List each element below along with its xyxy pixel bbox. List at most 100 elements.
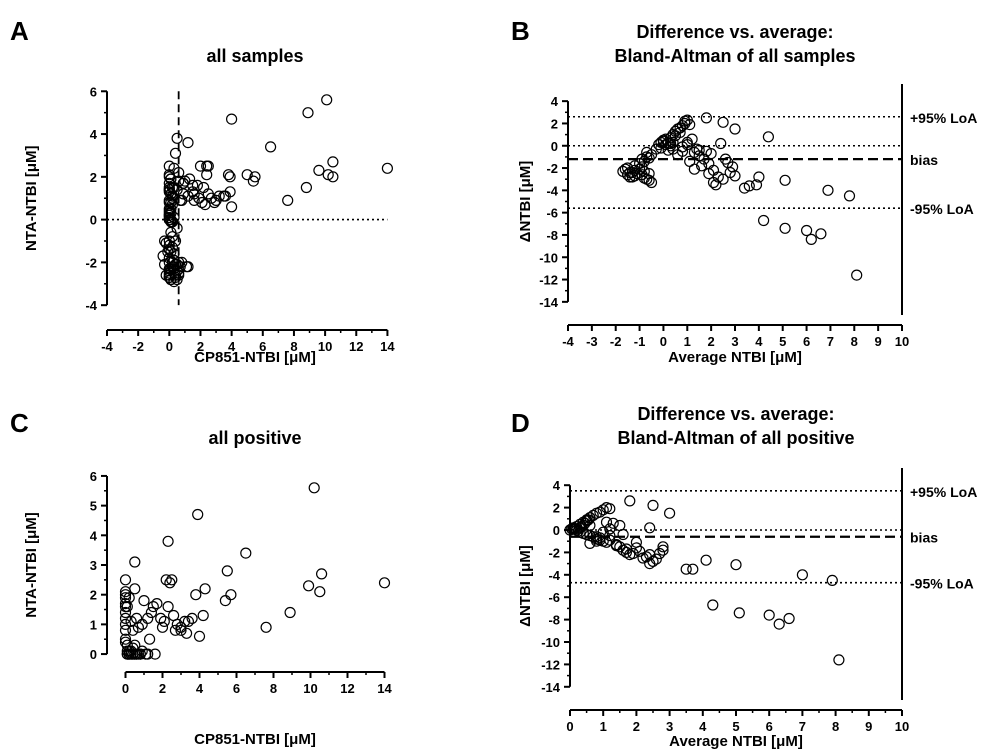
data-point — [181, 627, 193, 639]
data-point — [719, 153, 732, 165]
data-point — [163, 184, 175, 196]
y-tick-label: 2 — [90, 588, 97, 603]
data-point — [131, 612, 143, 625]
data-point — [202, 188, 214, 200]
x-tick-label: 0 — [660, 334, 667, 349]
data-point — [171, 618, 183, 631]
data-point — [308, 482, 320, 494]
y-tick-label: -12 — [541, 657, 560, 672]
x-tick-label: 7 — [799, 719, 806, 734]
data-point — [667, 136, 679, 148]
x-tick-label: 8 — [270, 681, 277, 696]
data-point — [707, 176, 720, 189]
data-point — [224, 186, 236, 198]
x-tick-label: 6 — [803, 334, 810, 349]
data-point — [171, 184, 183, 196]
data-point — [164, 577, 176, 589]
data-point — [590, 535, 603, 547]
data-point — [119, 612, 132, 625]
data-point — [378, 577, 391, 589]
y-tick-label: -2 — [85, 255, 97, 270]
data-point — [199, 583, 211, 595]
y-tick-label: -4 — [85, 298, 97, 313]
x-tick-label: 2 — [708, 334, 715, 349]
x-tick-label: 10 — [303, 681, 317, 696]
data-point — [119, 597, 132, 610]
data-point — [129, 583, 141, 595]
y-axis-label: NTA-NTBI [μM] — [23, 512, 40, 618]
data-point — [192, 508, 204, 521]
x-tick-label: 2 — [159, 681, 166, 696]
data-point — [160, 574, 172, 586]
data-point — [162, 246, 174, 258]
data-point — [643, 152, 655, 164]
y-tick-label: 6 — [90, 469, 97, 484]
data-point — [851, 269, 863, 281]
data-point — [155, 612, 167, 625]
data-point — [158, 615, 170, 628]
panel-b: B Difference vs. average: Bland-Altman of … — [511, 16, 977, 366]
data-point — [679, 115, 691, 127]
data-point — [805, 233, 817, 245]
data-point — [162, 600, 174, 613]
data-point — [182, 261, 194, 273]
data-point — [779, 222, 791, 234]
data-point — [142, 612, 154, 625]
x-tick-label: 6 — [259, 339, 266, 354]
panel-letter: B — [511, 16, 530, 46]
ref-line-label: +95% LoA — [910, 110, 977, 126]
data-point — [657, 544, 669, 556]
data-point — [221, 565, 233, 577]
data-point — [219, 594, 231, 607]
data-point — [186, 612, 198, 625]
data-point — [303, 580, 315, 592]
y-tick-label: 4 — [90, 127, 98, 142]
x-tick-label: -4 — [101, 339, 113, 354]
data-point — [121, 648, 133, 660]
y-tick-label: 4 — [551, 94, 559, 109]
data-point — [129, 639, 141, 651]
ref-line-label: -95% LoA — [910, 201, 974, 217]
data-point — [151, 597, 163, 610]
data-point — [187, 179, 199, 191]
data-point — [643, 174, 655, 186]
ref-line-label: bias — [910, 530, 938, 546]
data-point — [169, 624, 181, 636]
data-point — [123, 592, 135, 604]
data-point — [663, 507, 676, 519]
data-point — [176, 194, 188, 206]
x-tick-label: -2 — [132, 339, 144, 354]
data-point — [302, 107, 314, 119]
data-point — [607, 517, 619, 529]
data-point — [630, 536, 643, 548]
y-tick-label: -14 — [539, 295, 559, 310]
data-point — [717, 173, 729, 185]
data-point — [171, 222, 183, 234]
data-point — [567, 523, 579, 535]
data-point — [695, 160, 708, 172]
x-tick-label: 2 — [633, 719, 640, 734]
x-tick-label: 6 — [233, 681, 240, 696]
x-tick-label: -2 — [610, 334, 622, 349]
data-point — [674, 126, 686, 138]
data-point — [119, 592, 132, 604]
data-point — [163, 239, 175, 251]
data-point — [240, 547, 252, 559]
data-point — [763, 609, 775, 621]
chart-title: all samples — [206, 46, 303, 66]
data-point — [715, 137, 727, 150]
data-point — [169, 269, 182, 281]
data-point — [796, 569, 809, 581]
data-point — [241, 169, 253, 181]
data-point — [733, 607, 745, 619]
data-point — [193, 630, 206, 642]
data-point — [717, 116, 729, 128]
x-tick-label: 4 — [699, 719, 707, 734]
x-tick-label: 3 — [731, 334, 738, 349]
data-point — [224, 171, 236, 183]
data-point — [584, 519, 596, 532]
y-tick-label: -4 — [546, 183, 558, 198]
x-tick-label: 6 — [766, 719, 773, 734]
y-tick-label: -2 — [548, 545, 560, 560]
